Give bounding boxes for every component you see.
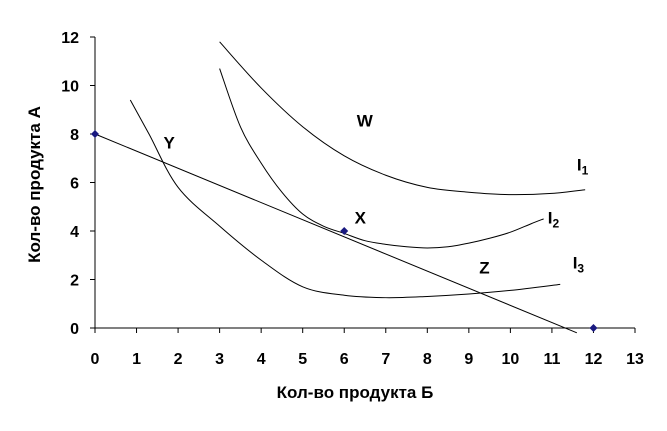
x-tick-label: 2 — [174, 351, 183, 368]
y-tick-label: 4 — [70, 224, 79, 241]
x-tick-label: 12 — [585, 351, 603, 368]
data-point-marker — [340, 227, 349, 235]
indifference-curve-i1 — [219, 41, 586, 196]
x-axis-title: Кол-во продукта Б — [277, 383, 434, 402]
budget-line — [94, 133, 578, 334]
y-tick-label: 12 — [61, 30, 79, 47]
y-tick-label: 0 — [70, 321, 79, 338]
marker-layer — [91, 130, 598, 332]
data-point-marker — [589, 324, 598, 332]
x-tick-label: 1 — [132, 351, 141, 368]
x-tick-label: 8 — [423, 351, 432, 368]
x-tick-label: 10 — [501, 351, 519, 368]
series-layer — [94, 41, 586, 334]
annotation-i3: I3 — [573, 254, 585, 276]
x-tick-label: 0 — [91, 351, 100, 368]
y-tick-label: 6 — [70, 176, 79, 193]
annotation-layer: W Y X Z I1 I2 I3 — [164, 112, 589, 278]
y-tick-label: 10 — [61, 79, 79, 96]
x-tick-label: 6 — [340, 351, 349, 368]
x-tick-label: 13 — [626, 351, 644, 368]
y-tick-label: 2 — [70, 273, 79, 290]
annotation-x: X — [355, 209, 367, 228]
x-tick-label: 7 — [381, 351, 390, 368]
axes — [94, 37, 635, 329]
y-tick-label: 8 — [70, 127, 79, 144]
y-axis-title: Кол-во продукта А — [25, 106, 44, 263]
annotation-i1: I1 — [577, 155, 589, 177]
data-point-marker — [91, 130, 99, 138]
annotation-w: W — [357, 112, 374, 131]
x-tick-label: 5 — [298, 351, 307, 368]
x-tick-label: 11 — [543, 351, 560, 368]
x-tick-label: 9 — [464, 351, 473, 368]
annotation-z: Z — [479, 258, 489, 277]
x-tick-label: 3 — [215, 351, 224, 368]
annotation-y: Y — [164, 134, 176, 153]
indifference-curve-i3 — [129, 99, 561, 299]
x-tick-label: 4 — [257, 351, 266, 368]
annotation-i2: I2 — [548, 209, 560, 231]
indifference-curve-i2 — [219, 68, 544, 249]
